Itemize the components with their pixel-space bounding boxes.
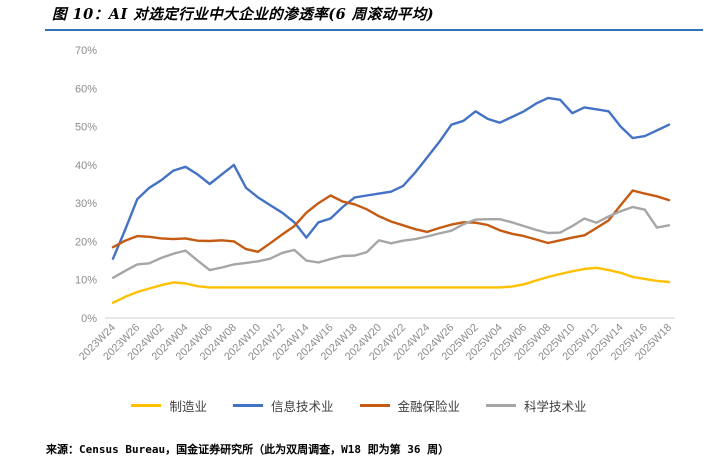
series-line-information-technology [111, 96, 671, 260]
y-tick-label: 20% [75, 236, 97, 248]
y-tick-label: 50% [75, 122, 97, 134]
series-line-finance-insurance [111, 189, 671, 254]
y-tick-label: 30% [75, 198, 97, 210]
y-tick-label: 60% [75, 83, 97, 95]
figure-title: 图 10：AI 对选定行业中大企业的渗透率(6 周滚动平均) [52, 6, 435, 23]
legend-swatch-science-technology [486, 404, 517, 407]
legend-item-manufacturing: 制造业 [131, 396, 207, 415]
legend-swatch-information-technology [232, 404, 263, 407]
legend-item-science-technology: 科学技术业 [486, 396, 587, 415]
legend-swatch-manufacturing [131, 404, 162, 407]
legend-label: 信息技术业 [270, 400, 334, 414]
title-rule [45, 29, 703, 31]
y-tick-label: 40% [75, 160, 97, 172]
source-note: 来源：Census Bureau，国金证券研究所（此为双周调查，W18 即为第 … [46, 443, 450, 456]
legend-item-information-technology: 信息技术业 [232, 396, 334, 415]
y-tick-label: 0% [81, 313, 97, 325]
series-line-manufacturing [111, 266, 671, 304]
series-line-science-technology [111, 205, 671, 279]
legend-label: 制造业 [169, 400, 207, 414]
legend-label: 金融保险业 [397, 400, 461, 414]
legend-label: 科学技术业 [524, 400, 587, 414]
y-tick-label: 70% [75, 45, 97, 57]
legend: 制造业 信息技术业 金融保险业 科学技术业 [0, 396, 718, 415]
legend-item-finance-insurance: 金融保险业 [359, 396, 461, 415]
legend-swatch-finance-insurance [359, 404, 390, 407]
y-tick-label: 10% [75, 275, 97, 287]
